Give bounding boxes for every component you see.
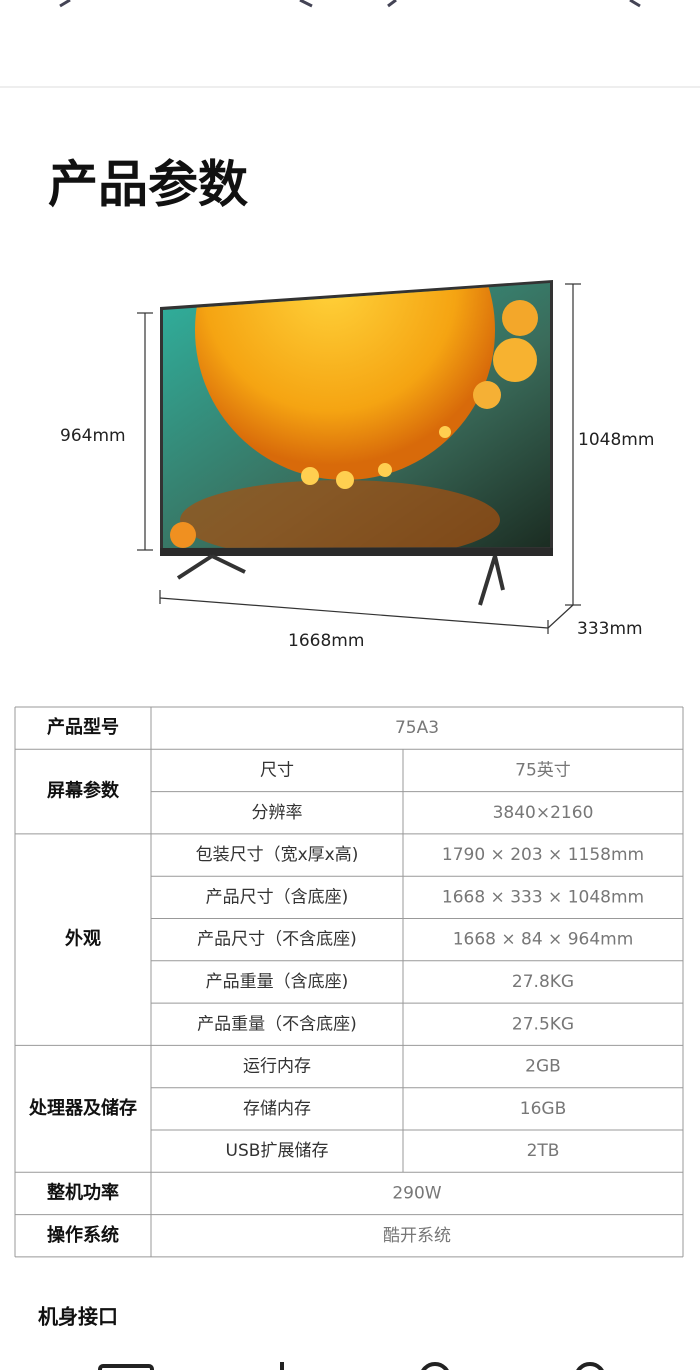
spec-value: 1668 × 333 × 1048mm bbox=[442, 887, 644, 907]
spec-value: 16GB bbox=[520, 1099, 566, 1119]
spec-value: 290W bbox=[392, 1183, 441, 1203]
spec-name: 运行内存 bbox=[243, 1057, 311, 1077]
spec-name: 产品重量（不含底座) bbox=[197, 1014, 357, 1034]
spec-name: 产品尺寸（不含底座) bbox=[197, 930, 357, 950]
spec-name: 尺寸 bbox=[260, 760, 294, 780]
group-label: 处理器及储存 bbox=[28, 1097, 137, 1119]
spec-value: 酷开系统 bbox=[383, 1226, 451, 1246]
dim-height-stand: 1048mm bbox=[578, 430, 654, 450]
spec-value: 1790 × 203 × 1158mm bbox=[442, 845, 644, 865]
spec-value: 3840×2160 bbox=[493, 803, 594, 823]
spec-name: 包装尺寸（宽x厚x高) bbox=[196, 845, 359, 865]
spec-name: USB扩展储存 bbox=[226, 1141, 329, 1161]
group-label: 整机功率 bbox=[46, 1181, 119, 1203]
dimension-lines bbox=[137, 283, 581, 634]
spec-value: 75英寸 bbox=[515, 760, 571, 780]
dim-depth: 333mm bbox=[577, 619, 643, 639]
spec-name: 产品尺寸（含底座) bbox=[206, 887, 349, 907]
group-label: 操作系统 bbox=[47, 1224, 119, 1246]
spec-value: 2TB bbox=[527, 1141, 560, 1161]
group-label: 屏幕参数 bbox=[47, 780, 120, 802]
spec-value: 2GB bbox=[525, 1057, 561, 1077]
page-title: 产品参数 bbox=[48, 156, 248, 214]
spec-value: 75A3 bbox=[395, 718, 439, 738]
spec-name: 存储内存 bbox=[243, 1099, 311, 1119]
group-label: 外观 bbox=[65, 928, 101, 950]
spec-value: 1668 × 84 × 964mm bbox=[453, 930, 634, 950]
spec-name: 产品重量（含底座) bbox=[206, 972, 349, 992]
group-label: 产品型号 bbox=[47, 716, 119, 738]
dim-height: 964mm bbox=[60, 426, 126, 446]
top-decor bbox=[0, 0, 700, 88]
section-title: 机身接口 bbox=[38, 1305, 118, 1329]
spec-value: 27.5KG bbox=[512, 1014, 574, 1034]
dim-width: 1668mm bbox=[288, 631, 364, 651]
spec-name: 分辨率 bbox=[252, 803, 303, 823]
port-icons bbox=[98, 1362, 604, 1370]
tv-image bbox=[160, 280, 553, 606]
spec-value: 27.8KG bbox=[512, 972, 574, 992]
